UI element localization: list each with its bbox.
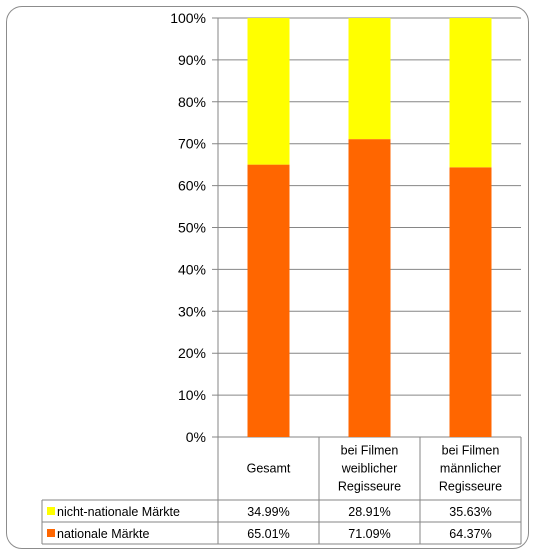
category-label: männlicher xyxy=(440,462,501,476)
data-table-cell: 28.91% xyxy=(348,505,390,519)
legend-label: nicht-nationale Märkte xyxy=(57,505,180,519)
data-table-cell: 71.09% xyxy=(348,527,390,541)
y-tick-label: 20% xyxy=(178,345,206,361)
data-table-cell: 64.37% xyxy=(449,527,491,541)
data-table-cell: 65.01% xyxy=(247,527,289,541)
category-label: bei Filmen xyxy=(442,444,500,458)
y-tick-label: 80% xyxy=(178,94,206,110)
legend-swatch xyxy=(47,507,55,515)
bar-segment-nicht-nationale-1 xyxy=(247,18,290,165)
y-tick-label: 90% xyxy=(178,52,206,68)
data-table-cell: 35.63% xyxy=(449,505,491,519)
y-tick-label: 100% xyxy=(170,10,206,26)
bar-segment-nationale-1 xyxy=(247,164,290,437)
legend-label: nationale Märkte xyxy=(57,527,149,541)
y-tick-label: 60% xyxy=(178,178,206,194)
bar-segment-nicht-nationale-3 xyxy=(449,18,492,168)
category-label: Regisseure xyxy=(439,480,502,494)
category-label: weiblicher xyxy=(341,462,398,476)
y-tick-label: 10% xyxy=(178,387,206,403)
category-label: Gesamt xyxy=(247,462,291,476)
y-tick-label: 70% xyxy=(178,136,206,152)
legend-swatch xyxy=(47,529,55,537)
data-table-cell: 34.99% xyxy=(247,505,289,519)
bar-segment-nicht-nationale-2 xyxy=(348,18,391,140)
bar-segment-nationale-3 xyxy=(449,167,492,437)
y-tick-label: 30% xyxy=(178,303,206,319)
y-tick-label: 0% xyxy=(186,429,206,445)
y-tick-label: 50% xyxy=(178,220,206,236)
bar-segment-nationale-2 xyxy=(348,139,391,437)
category-label: Regisseure xyxy=(338,480,401,494)
category-label: bei Filmen xyxy=(341,444,399,458)
y-tick-label: 40% xyxy=(178,261,206,277)
